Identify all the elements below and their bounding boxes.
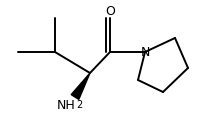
Text: 2: 2 — [76, 100, 82, 110]
Text: O: O — [105, 5, 115, 18]
Polygon shape — [71, 73, 90, 99]
Text: N: N — [140, 45, 150, 58]
Text: NH: NH — [56, 99, 75, 112]
